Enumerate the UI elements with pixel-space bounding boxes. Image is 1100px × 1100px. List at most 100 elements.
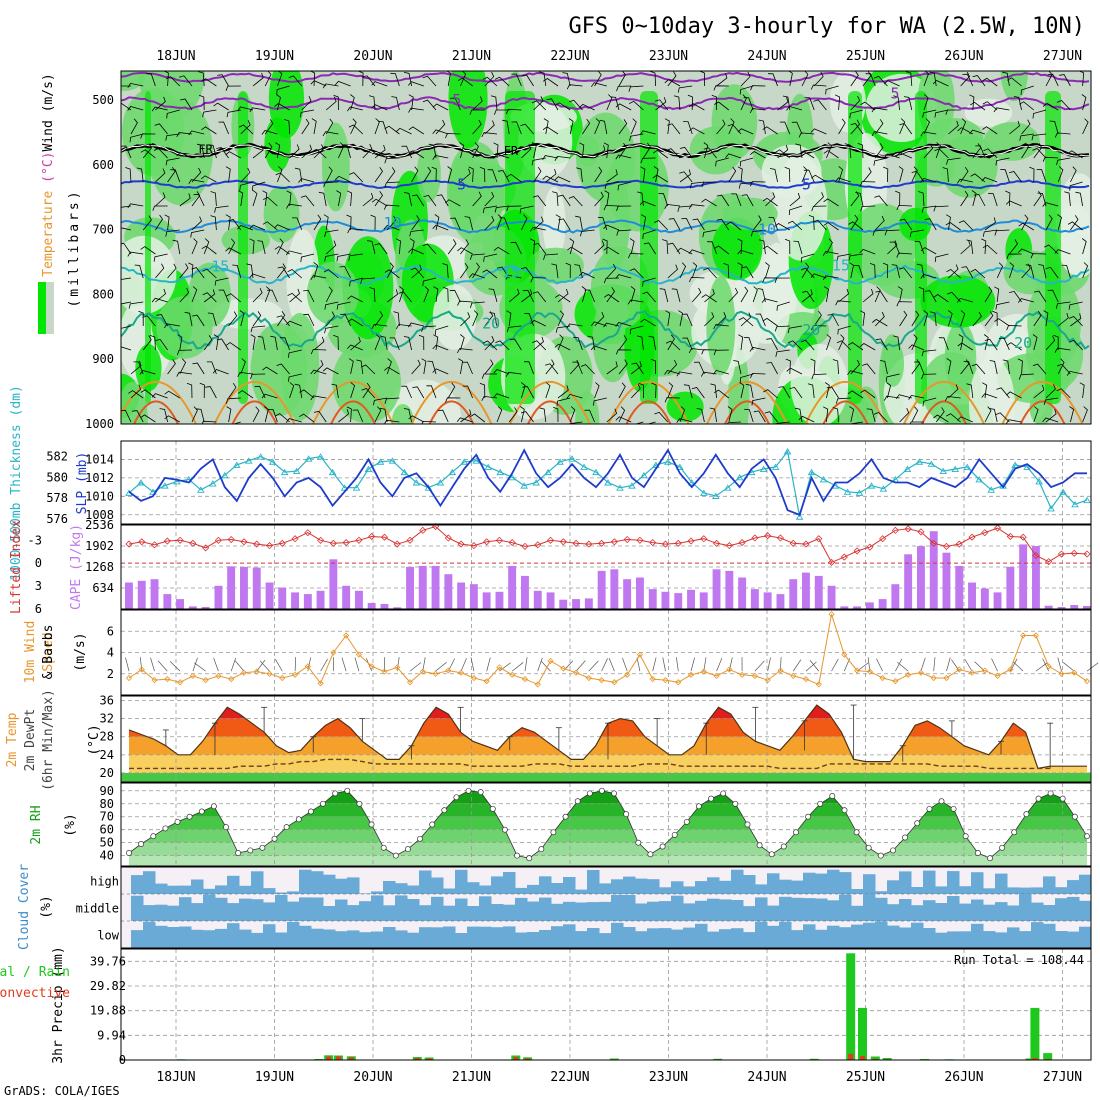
wind10-marker (968, 669, 976, 676)
cloud-cell (707, 898, 720, 921)
thickness-tick: 576 (46, 512, 68, 526)
rh-marker (974, 850, 981, 856)
wind-barb (554, 102, 571, 111)
contour-label: 5 (891, 85, 900, 103)
cape-bar (597, 570, 606, 609)
wind-barb (294, 167, 303, 183)
thickness-tick: 580 (46, 470, 68, 484)
wind-barb (653, 166, 659, 183)
wind-barb (324, 325, 339, 334)
wind-barb (597, 216, 608, 231)
wind-barb (167, 359, 176, 375)
wind-barb (482, 205, 498, 214)
date-label-top: 25JUN (846, 49, 885, 64)
precip-bar (858, 1007, 867, 1060)
cloud-cell (1079, 874, 1092, 894)
wind-barb (897, 286, 903, 303)
wind-barb (580, 364, 595, 375)
cloud-cell (227, 923, 240, 948)
wind10-marker (700, 668, 707, 675)
wind-barb (920, 274, 937, 279)
wind10-barb (1086, 662, 1099, 672)
wind-barb (519, 406, 525, 423)
wind-barb (924, 290, 937, 303)
wind-barb (618, 406, 626, 423)
wind-barb (899, 123, 913, 135)
pressure-tick: 1000 (85, 417, 114, 431)
wind10-barb (690, 657, 695, 672)
rh-bands (129, 790, 1087, 866)
wind-barb (468, 273, 485, 279)
wind-barb (966, 383, 974, 399)
wind-barb (153, 148, 168, 159)
wind-barb (982, 229, 998, 237)
wind-barb (860, 310, 866, 327)
wind-barb (957, 342, 974, 351)
rh-marker (550, 829, 557, 836)
thickness-marker (927, 460, 936, 467)
wind10-barb (897, 661, 909, 672)
wind-barb (358, 71, 364, 87)
wind-barb (924, 218, 937, 231)
date-label-bottom: 26JUN (944, 1070, 983, 1085)
wind-barb (887, 240, 898, 255)
rh-marker (671, 831, 678, 838)
wind-barb (299, 413, 315, 423)
rh-marker (829, 793, 836, 799)
cloud-cell (287, 891, 300, 894)
li-marker (725, 542, 733, 550)
cloud-cell (863, 894, 876, 921)
wind-barb (634, 421, 644, 424)
wind10-barb (1010, 658, 1018, 672)
wind-barb (188, 262, 194, 279)
li-marker (253, 540, 261, 548)
wind-barb (362, 144, 373, 159)
wind-barb (728, 118, 735, 135)
wind-barb (995, 412, 1010, 423)
wind-barb (873, 75, 888, 87)
wind-barb (252, 406, 260, 423)
wind-barb (761, 298, 778, 303)
cloud-cell (143, 871, 156, 894)
wind-barb (984, 338, 998, 351)
wind10-marker (649, 675, 656, 683)
wind-barb (1019, 101, 1035, 111)
wind-barb (545, 382, 551, 399)
li-marker (879, 535, 887, 543)
wind-barb (1018, 248, 1034, 255)
frame-slp (120, 440, 1092, 525)
wind10-tick: 2 (107, 667, 114, 681)
thickness-marker (604, 479, 612, 486)
wind-barb (911, 334, 918, 351)
wind-barb (493, 246, 510, 255)
wind-barb (688, 127, 705, 135)
convective-bar (336, 1056, 341, 1060)
cloud-cell (899, 871, 912, 894)
wind-barb (933, 294, 949, 303)
cloud-cell (563, 877, 576, 894)
wind-barb (995, 301, 1010, 310)
rh-column (238, 91, 248, 404)
wind-barb (1006, 342, 1022, 351)
wind-barb (716, 194, 730, 207)
cape-bar (431, 565, 440, 609)
contour-label: 15 (211, 258, 229, 276)
wind-barb (276, 94, 281, 111)
wind-barb (401, 385, 412, 399)
wind-barb (984, 217, 996, 231)
wind-barb (288, 373, 302, 382)
upper-y-label-part: Wind (m/s) (41, 73, 56, 151)
wind-barb (166, 109, 180, 119)
wind-barb (739, 382, 745, 399)
precip-bar (1025, 1058, 1035, 1060)
wind10-barb (499, 662, 511, 672)
wind-barb (594, 166, 603, 183)
contour-label: 5 (452, 91, 461, 109)
wind-barb (273, 224, 290, 231)
thickness-marker (1083, 496, 1091, 504)
wind-barb (494, 109, 510, 115)
wind10-barb (676, 657, 679, 672)
cloud-cell (395, 895, 408, 921)
rh-patch (575, 391, 600, 424)
thickness-marker (903, 465, 912, 472)
